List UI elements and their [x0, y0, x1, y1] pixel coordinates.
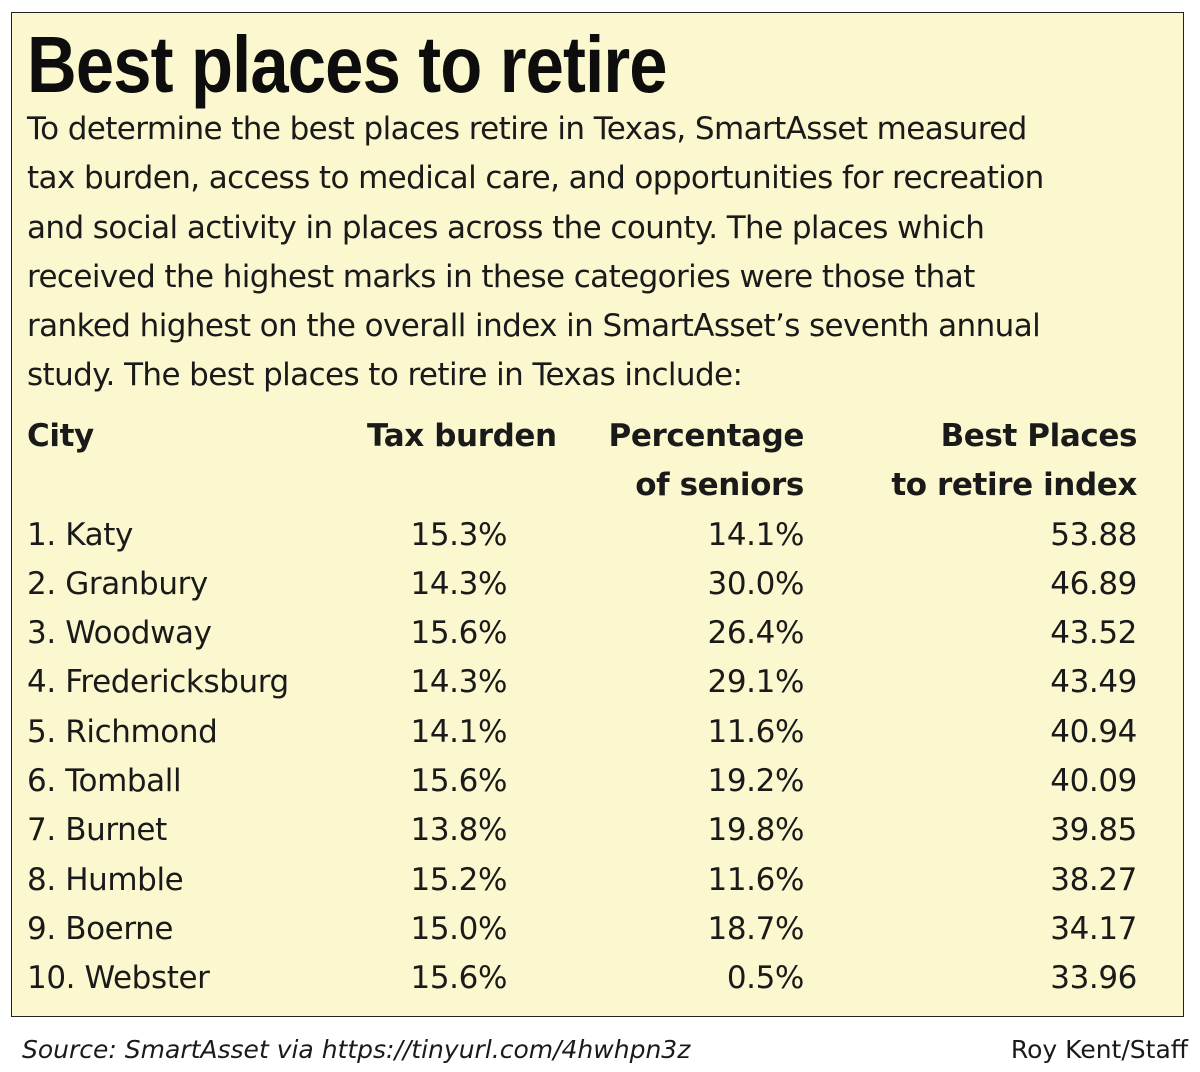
source-note: Source: SmartAsset via https://tinyurl.c…	[22, 1035, 691, 1064]
intro-line: study. The best places to retire in Texa…	[27, 357, 743, 394]
cell-index: 38.27	[1050, 861, 1137, 898]
cell-city: 6. Tomball	[27, 763, 182, 800]
cell-index: 39.85	[1050, 812, 1137, 849]
header-index-line2: to retire index	[891, 467, 1137, 504]
table-row: 6. Tomball 15.6% 19.2% 40.09	[27, 757, 1137, 806]
intro-line: tax burden, access to medical care, and …	[27, 160, 1044, 197]
header-tax-burden-line2	[367, 461, 507, 510]
table-row: 2. Granbury 14.3% 30.0% 46.89	[27, 560, 1137, 609]
cell-tax-burden: 15.3%	[410, 516, 508, 553]
cell-tax-burden: 15.0%	[410, 910, 508, 947]
intro-line: and social activity in places across the…	[27, 209, 985, 246]
header-index: Best Places to retire index	[804, 412, 1137, 511]
cell-city: 1. Katy	[27, 516, 133, 553]
cell-city: 8. Humble	[27, 861, 184, 898]
cell-tax-burden: 14.3%	[410, 664, 508, 701]
cell-tax-burden: 14.3%	[410, 565, 508, 602]
cell-index: 46.89	[1050, 565, 1137, 602]
table-row: 1. Katy 15.3% 14.1% 53.88	[27, 511, 1137, 560]
cell-percentage-seniors: 11.6%	[707, 861, 805, 898]
table-row: 3. Woodway 15.6% 26.4% 43.52	[27, 609, 1137, 658]
intro-paragraph: To determine the best places retire in T…	[27, 105, 1167, 401]
intro-line: ranked highest on the overall index in S…	[27, 308, 1041, 345]
cell-index: 40.94	[1050, 713, 1137, 750]
cell-tax-burden: 15.2%	[410, 861, 508, 898]
header-index-line1: Best Places	[940, 418, 1138, 454]
cell-tax-burden: 15.6%	[410, 763, 508, 800]
cell-percentage-seniors: 30.0%	[707, 565, 805, 602]
intro-line: received the highest marks in these cate…	[27, 258, 975, 295]
infographic-panel	[11, 12, 1184, 1017]
cell-city: 2. Granbury	[27, 565, 208, 602]
table-row: 10. Webster 15.6% 0.5% 33.96	[27, 954, 1137, 1003]
table-row: 5. Richmond 14.1% 11.6% 40.94	[27, 708, 1137, 757]
staff-credit: Roy Kent/Staff	[1010, 1035, 1188, 1064]
cell-percentage-seniors: 18.7%	[707, 910, 805, 947]
header-tax-burden-line1: Tax burden	[367, 418, 557, 454]
cell-city: 3. Woodway	[27, 615, 212, 652]
cell-percentage-seniors: 19.2%	[707, 763, 805, 800]
table-row: 9. Boerne 15.0% 18.7% 34.17	[27, 905, 1137, 954]
header-percentage-seniors-line1: Percentage	[608, 418, 805, 454]
header-percentage-seniors: Percentage of seniors	[507, 412, 805, 511]
cell-index: 43.49	[1050, 664, 1137, 701]
cell-index: 33.96	[1050, 960, 1137, 997]
header-tax-burden: Tax burden	[367, 412, 557, 511]
table-header: City Tax burden Percentage of seniors Be…	[27, 412, 1137, 511]
cell-city: 4. Fredericksburg	[27, 664, 289, 701]
cell-index: 40.09	[1050, 763, 1137, 800]
cell-tax-burden: 13.8%	[410, 812, 508, 849]
cell-percentage-seniors: 14.1%	[707, 516, 805, 553]
header-city: City	[27, 412, 367, 511]
table-body: 1. Katy 15.3% 14.1% 53.88 2. Granbury 14…	[27, 511, 1137, 1004]
chart-title: Best places to retire	[27, 20, 667, 109]
table-row: 4. Fredericksburg 14.3% 29.1% 43.49	[27, 658, 1137, 707]
cell-city: 10. Webster	[27, 960, 210, 997]
cell-percentage-seniors: 19.8%	[707, 812, 805, 849]
header-percentage-seniors-line2: of seniors	[635, 467, 804, 504]
cell-city: 7. Burnet	[27, 812, 167, 849]
cell-city: 9. Boerne	[27, 910, 174, 947]
header-city-line1: City	[27, 418, 94, 454]
table-row: 7. Burnet 13.8% 19.8% 39.85	[27, 806, 1137, 855]
cell-percentage-seniors: 29.1%	[707, 664, 805, 701]
table-row: 8. Humble 15.2% 11.6% 38.27	[27, 856, 1137, 905]
cell-tax-burden: 14.1%	[410, 713, 508, 750]
cell-index: 53.88	[1050, 516, 1137, 553]
cell-index: 43.52	[1050, 615, 1137, 652]
cell-index: 34.17	[1050, 910, 1137, 947]
cell-city: 5. Richmond	[27, 713, 218, 750]
cell-percentage-seniors: 0.5%	[726, 960, 805, 997]
cell-percentage-seniors: 11.6%	[707, 713, 805, 750]
header-city-line2	[27, 461, 367, 510]
cell-percentage-seniors: 26.4%	[707, 615, 805, 652]
cell-tax-burden: 15.6%	[410, 960, 508, 997]
cell-tax-burden: 15.6%	[410, 615, 508, 652]
retire-table: City Tax burden Percentage of seniors Be…	[27, 412, 1137, 1004]
intro-line: To determine the best places retire in T…	[27, 111, 1027, 147]
